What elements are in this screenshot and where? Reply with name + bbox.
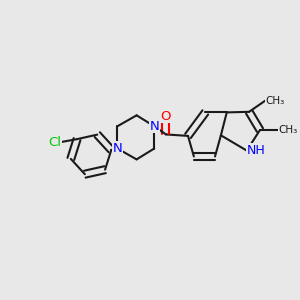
Text: CH₃: CH₃ xyxy=(265,96,284,106)
Text: Cl: Cl xyxy=(48,136,61,148)
Text: CH₃: CH₃ xyxy=(278,125,297,135)
Text: N: N xyxy=(112,142,122,155)
Text: N: N xyxy=(149,120,159,133)
Text: O: O xyxy=(161,110,171,123)
Text: NH: NH xyxy=(247,144,266,157)
